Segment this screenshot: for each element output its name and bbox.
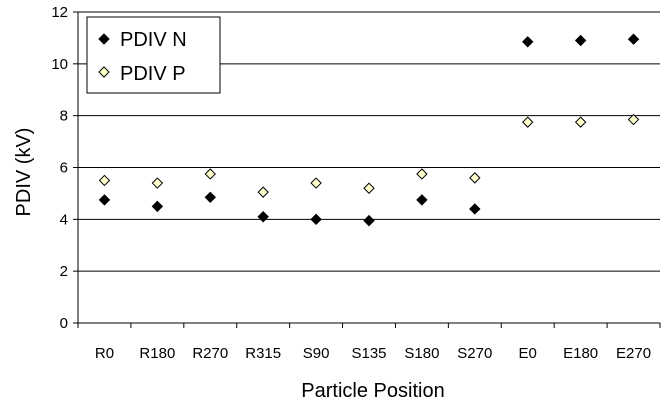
x-tick-label-e0: E0 <box>519 345 537 362</box>
x-tick-label-r0: R0 <box>95 345 114 362</box>
x-tick-label-e180: E180 <box>563 345 598 362</box>
series-pdiv-p <box>98 113 640 198</box>
y-tick-label-12: 12 <box>51 4 68 21</box>
x-tick-label-s135: S135 <box>351 345 386 362</box>
x-tick-label-r270: R270 <box>192 345 228 362</box>
point-pdiv-p-s270 <box>469 172 481 184</box>
point-pdiv-n-e0 <box>522 36 534 48</box>
y-tick-label-10: 10 <box>51 56 68 73</box>
x-tick-label-e270: E270 <box>616 345 651 362</box>
legend-label-pdiv-p: PDIV P <box>120 63 186 85</box>
y-tick-label-4: 4 <box>60 211 68 228</box>
legend-box <box>86 16 221 94</box>
y-tick-label-6: 6 <box>60 160 68 177</box>
point-pdiv-p-e270 <box>627 113 640 126</box>
point-pdiv-p-s135 <box>363 182 375 194</box>
y-tick-label-8: 8 <box>60 108 68 125</box>
axes <box>73 11 661 328</box>
data-points <box>98 33 640 227</box>
y-axis-title: PDIV (kV) <box>13 128 35 217</box>
point-pdiv-n-r180 <box>151 200 164 213</box>
x-axis-title: Particle Position <box>301 380 444 402</box>
legend-label-pdiv-n: PDIV N <box>120 29 187 51</box>
series-pdiv-n <box>98 33 640 227</box>
point-pdiv-p-e0 <box>522 116 534 128</box>
point-pdiv-p-r315 <box>257 186 269 198</box>
legend-marker-pdiv-n <box>98 33 110 45</box>
point-pdiv-p-e180 <box>574 116 587 128</box>
point-pdiv-n-s270 <box>469 203 481 215</box>
legend: PDIV N PDIV P <box>86 16 221 94</box>
x-tick-label-s180: S180 <box>404 345 439 362</box>
legend-marker-pdiv-p <box>98 66 110 78</box>
y-tick-labels: 0 2 4 6 8 10 12 <box>51 4 68 332</box>
point-pdiv-p-r0 <box>98 174 111 187</box>
x-tick-label-r180: R180 <box>139 345 175 362</box>
point-pdiv-n-r315 <box>257 211 269 223</box>
point-pdiv-n-e180 <box>574 34 587 47</box>
point-pdiv-n-s90 <box>310 213 322 226</box>
point-pdiv-n-s180 <box>416 194 428 206</box>
x-tick-label-s270: S270 <box>457 345 492 362</box>
y-tick-label-2: 2 <box>60 263 68 280</box>
x-tick-label-s90: S90 <box>303 345 330 362</box>
point-pdiv-p-r270 <box>204 168 216 180</box>
point-pdiv-n-r270 <box>204 191 216 204</box>
point-pdiv-p-s90 <box>310 177 322 189</box>
point-pdiv-p-r180 <box>151 177 164 189</box>
y-tick-label-0: 0 <box>60 315 68 332</box>
x-tick-label-r315: R315 <box>245 345 281 362</box>
point-pdiv-n-e270 <box>627 33 640 45</box>
x-tick-labels: R0 R180 R270 R315 S90 S135 S180 S270 E0 E180 E270 <box>95 345 651 362</box>
point-pdiv-n-r0 <box>98 194 111 206</box>
point-pdiv-p-s180 <box>416 168 428 180</box>
point-pdiv-n-s135 <box>363 214 375 227</box>
